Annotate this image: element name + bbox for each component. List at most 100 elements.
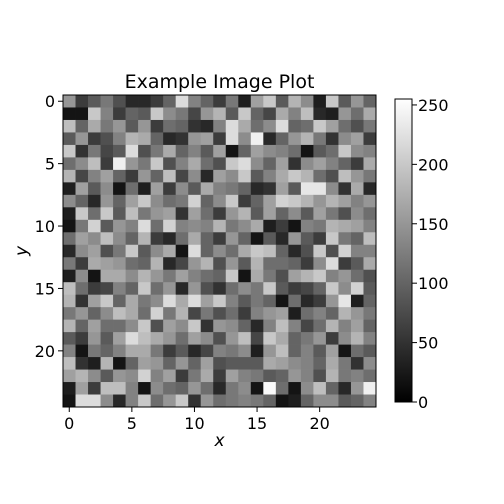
heatmap-cell bbox=[238, 95, 252, 108]
heatmap-cell bbox=[100, 332, 114, 345]
heatmap-cell bbox=[250, 244, 264, 258]
heatmap-cell bbox=[288, 132, 302, 146]
heatmap-cell bbox=[175, 95, 189, 108]
heatmap-cell bbox=[350, 182, 364, 196]
heatmap-cell bbox=[363, 132, 377, 146]
heatmap-cell bbox=[275, 394, 289, 408]
heatmap-cell bbox=[225, 144, 239, 158]
heatmap-cell bbox=[213, 319, 227, 333]
heatmap-cell bbox=[275, 357, 289, 370]
heatmap-cell bbox=[63, 182, 76, 196]
heatmap-cell bbox=[175, 307, 189, 320]
heatmap-cell bbox=[88, 319, 101, 333]
heatmap-cell bbox=[288, 182, 302, 196]
heatmap-cell bbox=[150, 382, 164, 395]
colorbar-tick-label: 0 bbox=[418, 393, 428, 412]
heatmap-cell bbox=[300, 95, 314, 108]
heatmap-cell bbox=[200, 107, 214, 121]
heatmap-cell bbox=[225, 357, 239, 370]
heatmap-cell bbox=[363, 332, 377, 345]
heatmap-cell bbox=[150, 182, 164, 196]
heatmap-cell bbox=[163, 382, 177, 395]
heatmap-cell bbox=[313, 307, 327, 320]
heatmap-cell bbox=[325, 107, 339, 121]
heatmap-cell bbox=[325, 219, 339, 233]
x-tick-label: 0 bbox=[64, 414, 74, 433]
heatmap-cell bbox=[238, 282, 252, 296]
heatmap-cell bbox=[313, 132, 327, 146]
heatmap-cell bbox=[325, 182, 339, 196]
heatmap-cell bbox=[138, 194, 151, 208]
heatmap-cell bbox=[113, 257, 126, 271]
heatmap-cell bbox=[163, 169, 177, 183]
heatmap-cell bbox=[113, 157, 126, 171]
heatmap-cell bbox=[63, 344, 76, 358]
heatmap-cell bbox=[263, 169, 277, 183]
heatmap-cell bbox=[338, 107, 352, 121]
heatmap-cell bbox=[138, 144, 151, 158]
heatmap-cell bbox=[250, 182, 264, 196]
heatmap-cell bbox=[125, 107, 139, 121]
heatmap-cell bbox=[63, 207, 76, 221]
heatmap-cell bbox=[213, 382, 227, 395]
heatmap-cell bbox=[188, 369, 202, 383]
heatmap-cell bbox=[75, 194, 89, 208]
heatmap-cell bbox=[150, 219, 164, 233]
heatmap-cell bbox=[163, 182, 177, 196]
heatmap-cell bbox=[213, 107, 227, 121]
heatmap-cell bbox=[350, 169, 364, 183]
heatmap-cell bbox=[88, 119, 101, 133]
heatmap-cell bbox=[75, 182, 89, 196]
heatmap-cell bbox=[338, 194, 352, 208]
heatmap-cell bbox=[113, 344, 126, 358]
heatmap-cell bbox=[250, 307, 264, 320]
heatmap-cell bbox=[350, 319, 364, 333]
heatmap-cell bbox=[300, 207, 314, 221]
heatmap-cell bbox=[275, 207, 289, 221]
heatmap-cell bbox=[138, 182, 151, 196]
chart-title: Example Image Plot bbox=[125, 71, 315, 93]
heatmap-cell bbox=[163, 219, 177, 233]
heatmap-cell bbox=[113, 107, 126, 121]
heatmap-cell bbox=[175, 282, 189, 296]
heatmap-cell bbox=[325, 319, 339, 333]
heatmap-cell bbox=[338, 144, 352, 158]
heatmap-cell bbox=[188, 357, 202, 370]
heatmap-cell bbox=[100, 294, 114, 308]
heatmap-cell bbox=[313, 319, 327, 333]
heatmap-cell bbox=[138, 244, 151, 258]
heatmap-cell bbox=[163, 282, 177, 296]
heatmap-cell bbox=[200, 282, 214, 296]
heatmap-cell bbox=[363, 369, 377, 383]
heatmap-cell bbox=[150, 132, 164, 146]
heatmap-cell bbox=[188, 257, 202, 271]
heatmap-cell bbox=[325, 95, 339, 108]
heatmap-cell bbox=[238, 244, 252, 258]
heatmap-cell bbox=[150, 319, 164, 333]
heatmap-cell bbox=[263, 369, 277, 383]
heatmap-cell bbox=[125, 344, 139, 358]
heatmap-cell bbox=[250, 157, 264, 171]
heatmap-cell bbox=[163, 232, 177, 246]
heatmap-cell bbox=[300, 294, 314, 308]
heatmap-cell bbox=[288, 307, 302, 320]
heatmap-cell bbox=[75, 294, 89, 308]
heatmap-cell bbox=[313, 294, 327, 308]
heatmap-cell bbox=[88, 107, 101, 121]
heatmap-cell bbox=[63, 132, 76, 146]
heatmap-cell bbox=[338, 132, 352, 146]
heatmap-cell bbox=[100, 269, 114, 283]
heatmap-cell bbox=[175, 169, 189, 183]
x-axis-label: x bbox=[213, 431, 225, 451]
heatmap-cell bbox=[263, 132, 277, 146]
heatmap-cell bbox=[75, 319, 89, 333]
heatmap-cell bbox=[63, 119, 76, 133]
heatmap-cell bbox=[188, 232, 202, 246]
heatmap-cell bbox=[88, 169, 101, 183]
heatmap-cell bbox=[350, 394, 364, 408]
heatmap-cell bbox=[338, 257, 352, 271]
heatmap-cell bbox=[263, 244, 277, 258]
heatmap-cell bbox=[338, 95, 352, 108]
heatmap-cell bbox=[63, 169, 76, 183]
heatmap-cell bbox=[88, 357, 101, 370]
